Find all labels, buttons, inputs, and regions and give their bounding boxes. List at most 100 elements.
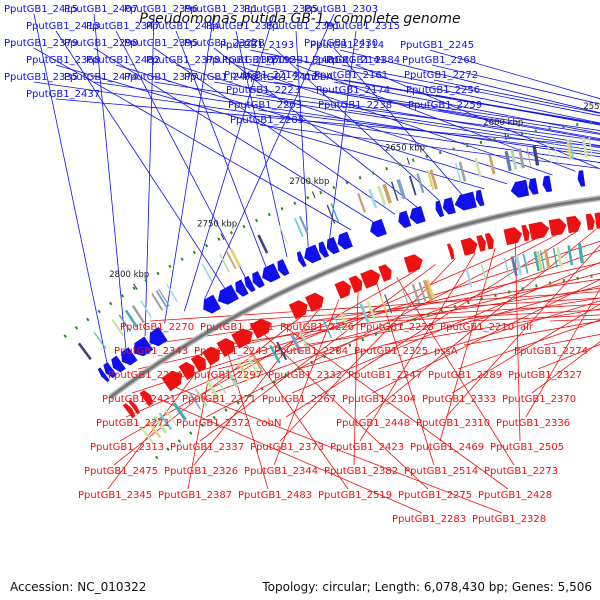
forward-gene-arrow — [528, 178, 539, 195]
top-label-connector — [55, 98, 600, 147]
inner-feature-bar — [252, 354, 264, 373]
reverse-gene-arrow — [348, 275, 363, 294]
inner-feature-bar — [243, 359, 255, 378]
bottom-label-connector — [537, 343, 600, 370]
inner-feature-bar — [401, 287, 410, 307]
reverse-gene-arrow — [305, 292, 324, 312]
outer-feature-bar — [582, 137, 588, 158]
inner-feature-bar — [556, 246, 563, 268]
outer-feature-bar — [219, 254, 230, 273]
inner-feature-bar — [510, 256, 518, 277]
top-label-connector — [253, 79, 600, 131]
outer-feature-bar — [377, 185, 387, 206]
gene-label: PputGB1_2415 — [4, 4, 78, 15]
gene-label: PputGB1_2378 — [146, 55, 220, 66]
inner-feature-bar — [465, 267, 473, 288]
top-label-connector — [435, 94, 600, 126]
gene-label: PputGB1_2481 — [266, 55, 340, 66]
bottom-label-connector — [463, 320, 600, 346]
top-label-connector — [259, 124, 600, 169]
outer-feature-bar — [426, 170, 435, 191]
gene-label: PputGB1_2514 — [404, 466, 478, 477]
top-label-connector — [329, 30, 357, 239]
forward-gene-arrow — [577, 170, 586, 187]
inner-feature-bar — [543, 249, 551, 270]
gene-label: PputGB1_2328 — [472, 514, 546, 525]
bottom-label-connector — [158, 398, 423, 514]
top-label-connector — [115, 30, 246, 278]
reverse-gene-arrow — [585, 213, 595, 231]
outer-feature-bar — [416, 173, 425, 194]
reverse-gene-arrow — [202, 346, 220, 366]
outer-feature-bar — [111, 318, 125, 337]
gene-label: PputGB1_2267 — [262, 394, 336, 405]
outer-feature-bar — [131, 305, 145, 324]
inner-feature-bar — [533, 251, 540, 272]
gene-label: PputGB1_2379 — [4, 38, 78, 49]
gene-label: PputGB1_2254 — [108, 370, 182, 381]
gene-label: PputGB1_2428 — [478, 490, 552, 501]
gene-label: PputGB1_2271 — [96, 418, 170, 429]
inner-feature-bar — [504, 257, 510, 278]
gene-label: PputGB1_2519 — [318, 490, 392, 501]
bottom-label-connector — [371, 279, 600, 394]
top-label-connector — [429, 49, 600, 100]
reverse-gene-arrow — [360, 269, 381, 289]
reverse-gene-arrow — [216, 338, 235, 358]
top-label-connector — [345, 94, 600, 135]
top-label-connector — [93, 81, 600, 158]
gene-label: PputGB1_2245 — [400, 40, 474, 51]
bottom-label-connector — [228, 354, 269, 490]
gene-label: PputGB1_2214 — [224, 70, 298, 81]
inner-feature-bar — [214, 376, 227, 394]
outer-feature-bar — [151, 292, 164, 312]
gene-label: PputGB1_2423 — [330, 442, 404, 453]
gene-label: PputGB1_2256 — [406, 85, 480, 96]
reverse-gene-arrow — [139, 390, 154, 407]
outer-feature-bar — [547, 143, 552, 164]
bottom-label-connector — [107, 375, 194, 490]
outer-feature-bar — [526, 146, 532, 167]
kbp-tick-mark — [504, 132, 507, 141]
bottom-label-connector — [282, 325, 509, 490]
top-label-connector — [153, 81, 600, 152]
gene-label: PputGB1_2210 — [440, 322, 514, 333]
outer-feature-bar — [429, 169, 438, 190]
outer-feature-bar — [278, 225, 289, 244]
top-label-connector — [343, 79, 600, 124]
inner-feature-bar — [290, 333, 302, 354]
inner-feature-bar — [206, 380, 220, 400]
forward-gene-arrow — [337, 231, 353, 250]
inner-feature-bar — [247, 356, 260, 376]
bottom-label-connector — [309, 303, 600, 322]
reverse-gene-arrow — [403, 254, 423, 273]
outer-feature-bar — [201, 263, 213, 282]
outer-feature-bar — [390, 181, 399, 202]
bottom-label-connector — [297, 285, 600, 370]
kbp-tick-label: 2550 kbp — [583, 102, 600, 112]
outer-feature-bar — [158, 288, 170, 307]
bottom-label-connector — [205, 234, 556, 418]
outer-feature-bar — [298, 215, 309, 236]
reverse-gene-arrow — [503, 227, 523, 246]
bottom-label-connector — [525, 288, 600, 418]
gene-label: PputGB1_2370 — [502, 394, 576, 405]
bottom-label-connector — [457, 319, 600, 370]
gene-label: PputGB1_2413 — [26, 21, 100, 32]
outer-feature-bar — [396, 179, 406, 200]
gene-label: PputGB1_2283 — [392, 514, 466, 525]
inner-feature-bar — [147, 420, 162, 439]
inner-feature-bar — [567, 245, 574, 266]
bottom-label-connector — [531, 341, 600, 394]
gene-label: PputGB1_2298 — [64, 38, 138, 49]
kbp-tick-label: 2700 kbp — [289, 177, 329, 187]
outer-feature-bar — [357, 192, 366, 213]
bottom-label-connector — [264, 334, 429, 490]
gene-label: PputGB1_2483 — [238, 490, 312, 501]
outer-feature-bar — [257, 234, 269, 254]
reverse-gene-arrow — [122, 403, 136, 419]
gene-label: PputGB1_2505 — [490, 442, 564, 453]
gene-label: PputGB1_2407 — [64, 4, 138, 15]
inner-feature-bar — [411, 283, 421, 304]
